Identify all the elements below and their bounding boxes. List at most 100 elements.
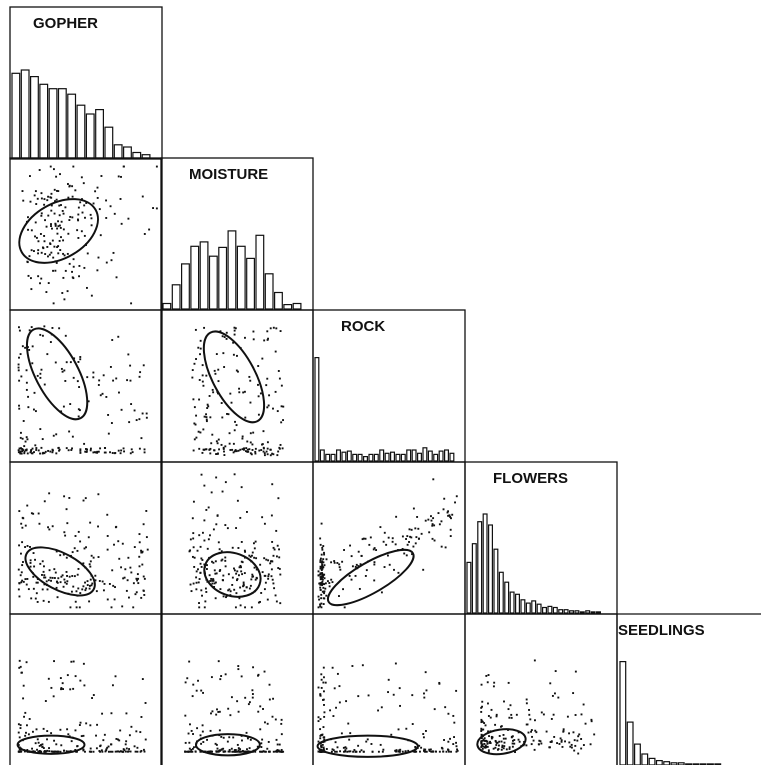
scatter-point <box>420 746 423 749</box>
scatter-point <box>338 595 340 597</box>
scatter-point <box>94 190 97 193</box>
scatter-point <box>239 604 242 607</box>
scatter-point <box>279 443 282 446</box>
scatter-point <box>320 606 323 609</box>
scatter-point <box>332 715 335 717</box>
scatter-point <box>79 540 82 543</box>
scatter-point <box>29 559 32 562</box>
scatter-point <box>275 600 278 603</box>
scatter-point <box>209 452 212 455</box>
scatter-point <box>122 577 125 580</box>
scatter-point <box>450 750 452 753</box>
scatter-point <box>83 234 86 237</box>
scatter-point <box>342 588 344 591</box>
scatter-point <box>96 723 99 726</box>
scatter-point <box>76 573 79 576</box>
scatter-point <box>352 750 355 753</box>
scatter-point <box>133 546 136 548</box>
scatter-point <box>66 522 69 525</box>
scatter-point <box>321 560 324 563</box>
scatter-point <box>241 448 244 451</box>
scatter-point <box>450 517 452 520</box>
scatter-point <box>227 589 230 592</box>
scatter-point <box>572 692 575 695</box>
scatter-point <box>22 199 25 202</box>
scatter-point <box>19 450 22 453</box>
scatter-point <box>130 725 133 728</box>
scatter-point <box>375 549 378 551</box>
scatter-point <box>275 555 278 558</box>
scatter-point <box>52 168 55 171</box>
scatter-point <box>323 690 325 693</box>
panel-frame <box>464 613 618 765</box>
scatter-point <box>234 606 237 609</box>
scatter-point <box>320 581 323 584</box>
scatter-point <box>76 750 78 753</box>
scatter-point <box>432 750 434 753</box>
scatter-point <box>259 750 261 753</box>
scatter-point <box>322 726 325 729</box>
scatter-point <box>56 750 59 753</box>
scatter-point <box>267 559 270 562</box>
scatter-point <box>143 233 146 235</box>
scatter-point <box>278 556 281 559</box>
scatter-point <box>267 577 270 580</box>
scatter-point <box>230 696 233 699</box>
scatter-point <box>266 722 269 725</box>
scatter-point <box>193 422 196 425</box>
scatter-point <box>404 750 407 753</box>
scatter-point <box>53 660 55 663</box>
scatter-point <box>274 718 277 721</box>
scatter-point <box>71 185 74 188</box>
scatter-point <box>481 743 484 746</box>
scatter-point <box>251 443 254 446</box>
scatter-point <box>231 448 234 451</box>
scatter-point <box>104 750 107 753</box>
histogram-bar <box>633 743 641 765</box>
scatter-point <box>401 535 404 538</box>
scatter-point <box>61 370 64 373</box>
scatter-point <box>350 578 353 581</box>
scatter-point <box>365 740 368 743</box>
scatter-point <box>349 732 352 735</box>
scatter-point <box>282 750 285 753</box>
scatter-point <box>143 577 146 580</box>
scatter-point <box>240 675 243 678</box>
scatter-point <box>248 554 251 557</box>
scatter-point <box>401 750 404 753</box>
scatter-point <box>209 534 211 537</box>
scatter-point <box>40 251 43 254</box>
scatter-point <box>251 551 254 554</box>
scatter-point <box>550 740 553 743</box>
scatter-point <box>277 370 280 372</box>
histogram-bar <box>48 88 58 159</box>
scatter-point <box>138 418 141 421</box>
scatter-point <box>51 227 53 230</box>
scatter-point <box>500 740 503 743</box>
scatter-point <box>319 578 322 581</box>
scatter-point <box>245 447 248 450</box>
panel-frame <box>160 309 314 463</box>
scatter-point <box>255 557 258 560</box>
scatter-point <box>357 550 360 553</box>
scatter-point <box>50 686 53 689</box>
scatter-point <box>36 581 39 584</box>
scatter-point <box>237 665 240 667</box>
scatter-point <box>21 526 24 529</box>
histogram-bar <box>552 606 558 614</box>
scatter-point <box>200 473 203 476</box>
histogram-bar <box>547 605 553 614</box>
scatter-point <box>124 750 127 753</box>
scatter-point <box>201 730 204 733</box>
scatter-point <box>319 586 322 589</box>
scatter-point <box>529 718 532 721</box>
scatter-point <box>512 739 514 742</box>
scatter-panel-moisture-seedlings <box>160 613 314 765</box>
scatter-point <box>76 549 79 552</box>
scatter-point <box>78 264 81 267</box>
scatter-point <box>192 582 195 585</box>
scatter-point <box>26 452 29 455</box>
scatter-point <box>35 728 38 731</box>
scatter-point <box>235 424 238 427</box>
scatter-point <box>412 507 415 510</box>
